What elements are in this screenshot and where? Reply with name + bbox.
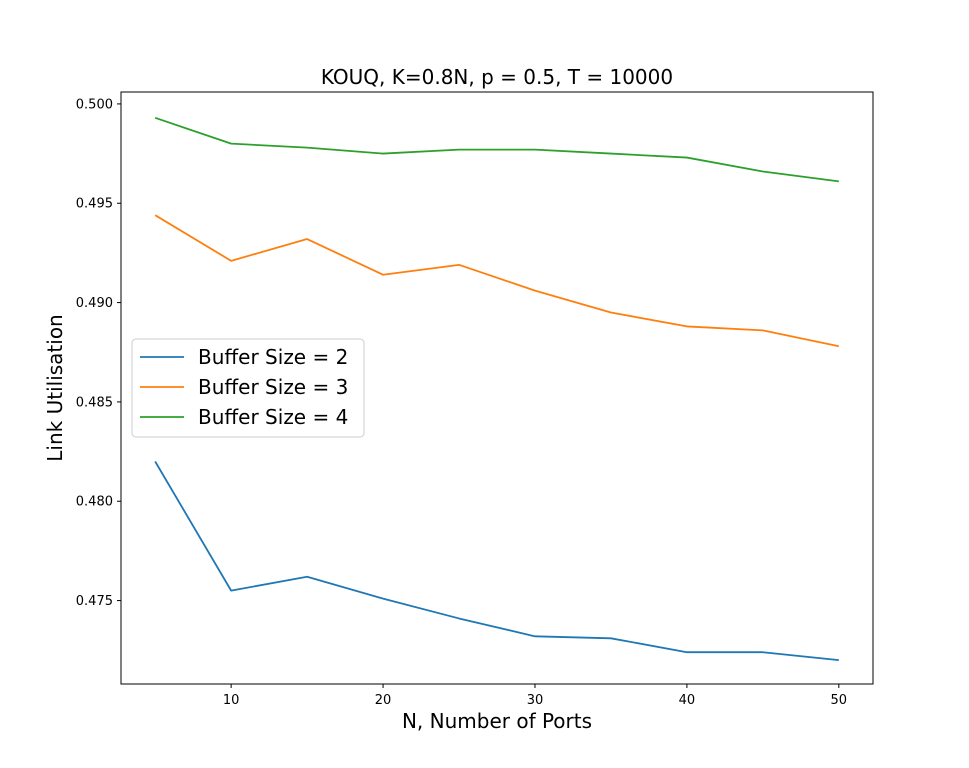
y-tick-label: 0.490 bbox=[76, 296, 113, 311]
plot-frame bbox=[120, 91, 874, 685]
y-tick-label: 0.495 bbox=[76, 197, 113, 212]
x-tick-label: 10 bbox=[223, 693, 240, 708]
x-axis-ticks: 10 20 30 40 50 bbox=[223, 684, 847, 708]
y-tick-label: 0.475 bbox=[76, 594, 113, 609]
legend: Buffer Size = 2 Buffer Size = 3 Buffer Siz… bbox=[131, 338, 365, 438]
series-line-3 bbox=[154, 116, 839, 183]
x-tick-label: 20 bbox=[375, 693, 392, 708]
x-tick-label: 50 bbox=[831, 693, 848, 708]
y-axis-label: Link Utilisation bbox=[43, 314, 67, 461]
legend-label: Buffer Size = 2 bbox=[198, 345, 348, 369]
chart-title: KOUQ, K=0.8N, p = 0.5, T = 10000 bbox=[321, 65, 673, 89]
legend-label: Buffer Size = 4 bbox=[198, 405, 348, 429]
x-axis-label: N, Number of Ports bbox=[402, 709, 592, 733]
series-line-1 bbox=[154, 461, 839, 662]
y-tick-label: 0.485 bbox=[76, 395, 113, 410]
x-tick-label: 30 bbox=[527, 693, 544, 708]
y-tick-label: 0.480 bbox=[76, 495, 113, 510]
legend-label: Buffer Size = 3 bbox=[198, 375, 348, 399]
plot-lines bbox=[154, 116, 840, 662]
x-tick-label: 40 bbox=[679, 693, 696, 708]
y-axis-ticks: 0.475 0.480 0.485 0.490 0.495 0.500 bbox=[76, 97, 121, 609]
y-tick-label: 0.500 bbox=[76, 97, 113, 112]
series-line-2 bbox=[154, 214, 840, 348]
legend-box bbox=[131, 338, 365, 438]
